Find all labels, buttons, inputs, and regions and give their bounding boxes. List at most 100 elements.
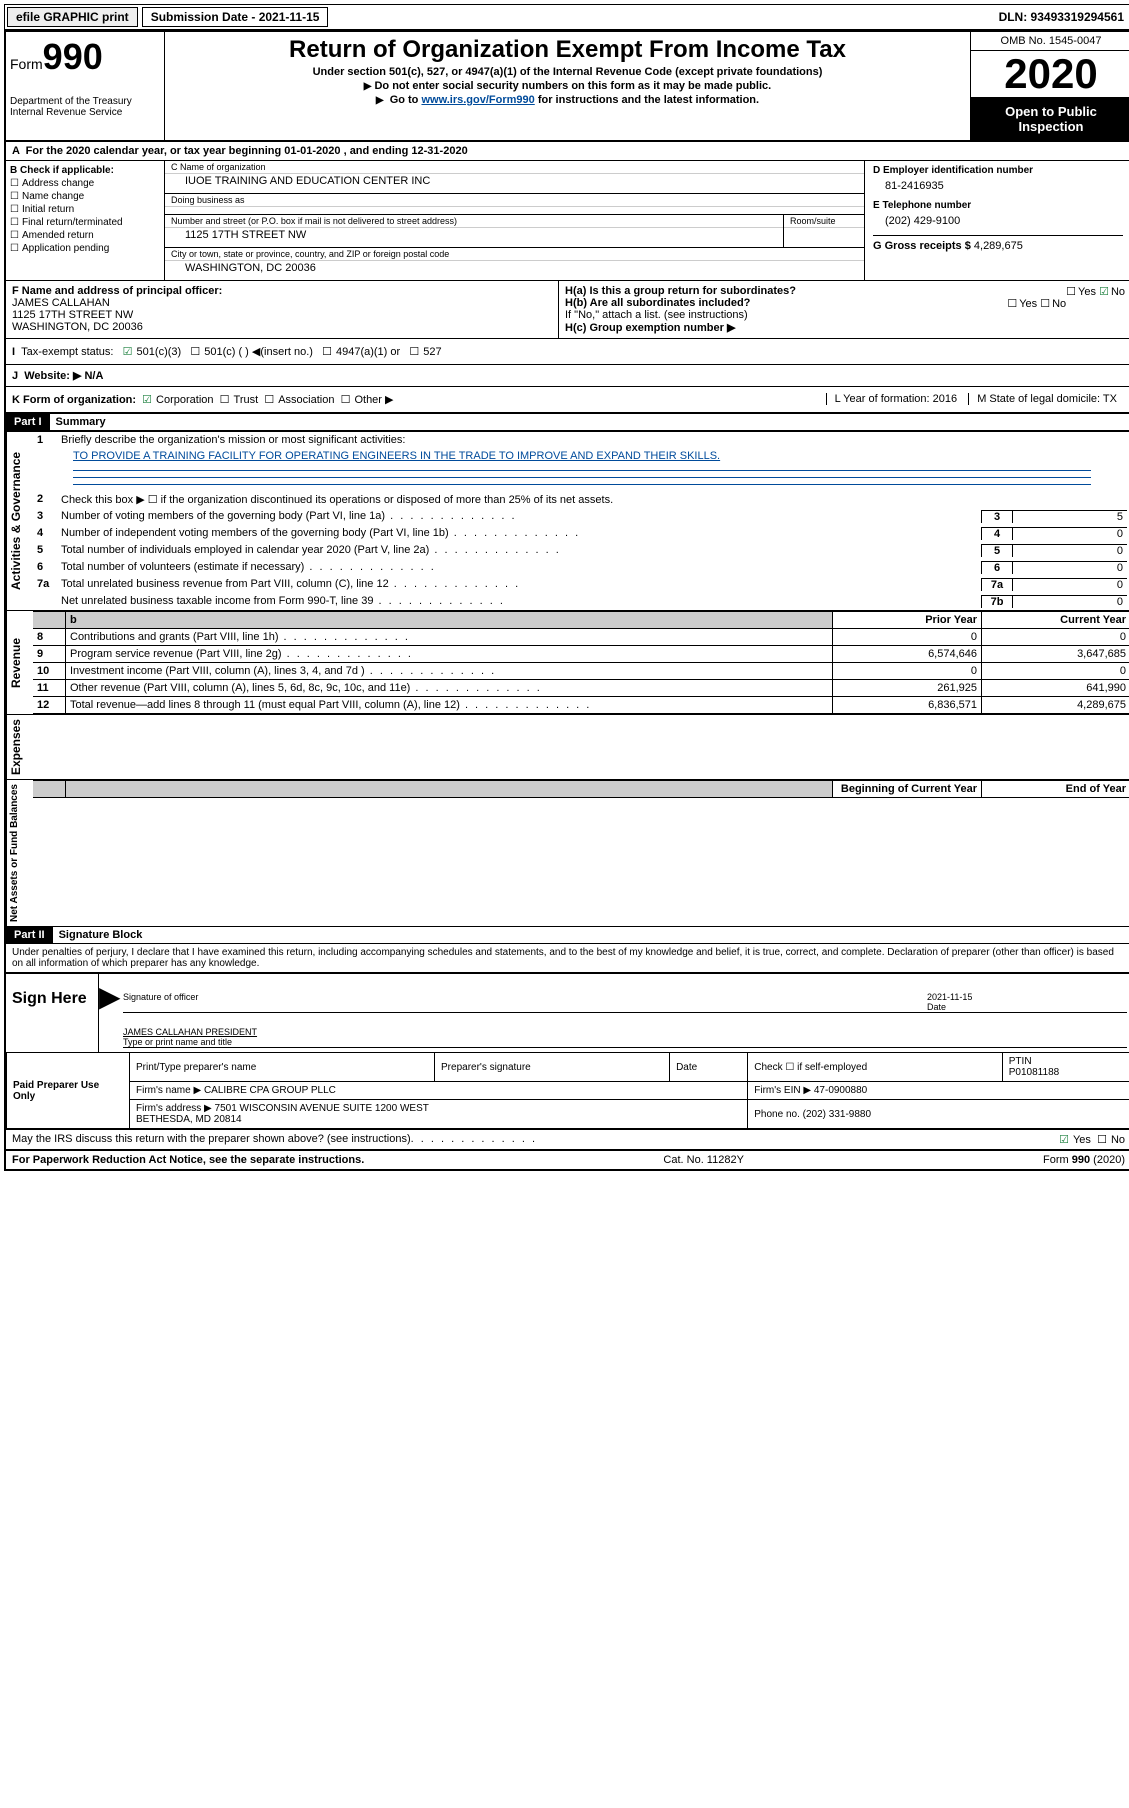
sig-date: 2021-11-15 xyxy=(927,992,972,1002)
check-initial-return[interactable]: Initial return xyxy=(10,204,160,215)
officer-addr2: WASHINGTON, DC 20036 xyxy=(12,321,143,333)
cy-9: 3,647,685 xyxy=(982,646,1129,663)
officer-addr1: 1125 17TH STREET NW xyxy=(12,309,133,321)
omb-number: OMB No. 1545-0047 xyxy=(971,32,1129,51)
py-10: 0 xyxy=(833,663,982,680)
val-7a: 0 xyxy=(1012,578,1127,591)
val-3: 5 xyxy=(1012,510,1127,523)
firm-name: CALIBRE CPA GROUP PLLC xyxy=(204,1085,336,1096)
check-amended[interactable]: Amended return xyxy=(10,230,160,241)
col-prior-year: Prior Year xyxy=(833,612,982,629)
check-name-change[interactable]: Name change xyxy=(10,191,160,202)
year-formation: L Year of formation: 2016 xyxy=(826,393,966,405)
line-3: Number of voting members of the governin… xyxy=(61,510,981,522)
check-501c[interactable]: 501(c) ( ) ◀(insert no.) xyxy=(190,346,313,358)
py-11: 261,925 xyxy=(833,680,982,697)
check-501c3[interactable]: 501(c)(3) xyxy=(123,346,182,358)
val-7b: 0 xyxy=(1012,595,1127,608)
check-association[interactable]: Association xyxy=(264,394,334,406)
label-address: Number and street (or P.O. box if mail i… xyxy=(165,215,783,228)
subtitle-3: Go to www.irs.gov/Form990 for instructio… xyxy=(169,94,966,106)
org-name: IUOE TRAINING AND EDUCATION CENTER INC xyxy=(165,174,864,193)
line-9: Program service revenue (Part VIII, line… xyxy=(66,646,833,663)
cy-12: 4,289,675 xyxy=(982,697,1129,714)
officer-name: JAMES CALLAHAN xyxy=(12,297,110,309)
vtab-governance: Activities & Governance xyxy=(6,432,33,610)
form-title: Return of Organization Exempt From Incom… xyxy=(169,36,966,64)
sign-here-label: Sign Here xyxy=(6,974,99,1052)
firm-phone: (202) 331-9880 xyxy=(803,1109,871,1120)
discuss-yes[interactable]: Yes xyxy=(1059,1134,1091,1146)
py-8: 0 xyxy=(833,629,982,646)
dept-treasury: Department of the Treasury Internal Reve… xyxy=(10,96,160,118)
form-number: Form990 xyxy=(10,36,160,78)
form-990: Form990 Department of the Treasury Inter… xyxy=(4,30,1129,1171)
vtab-expenses: Expenses xyxy=(6,715,33,779)
mission-statement: TO PROVIDE A TRAINING FACILITY FOR OPERA… xyxy=(33,448,1129,464)
label-room: Room/suite xyxy=(784,215,864,228)
check-trust[interactable]: Trust xyxy=(220,394,259,406)
telephone: (202) 429-9100 xyxy=(873,211,1123,235)
check-address-change[interactable]: Address change xyxy=(10,178,160,189)
state-domicile: M State of legal domicile: TX xyxy=(968,393,1125,405)
cy-8: 0 xyxy=(982,629,1129,646)
label-officer: F Name and address of principal officer: xyxy=(12,285,222,297)
line-7a: Total unrelated business revenue from Pa… xyxy=(61,578,981,590)
check-final-return[interactable]: Final return/terminated xyxy=(10,217,160,228)
form-footer: Form 990 (2020) xyxy=(1043,1154,1125,1166)
penalty-statement: Under penalties of perjury, I declare th… xyxy=(6,944,1129,972)
subtitle-2: Do not enter social security numbers on … xyxy=(169,80,966,92)
line-5: Total number of individuals employed in … xyxy=(61,544,981,556)
ptin: P01081188 xyxy=(1009,1067,1059,1078)
line-8: Contributions and grants (Part VIII, lin… xyxy=(66,629,833,646)
part-1-title: Summary xyxy=(50,414,112,430)
h-c: H(c) Group exemption number ▶ xyxy=(565,321,1125,334)
val-6: 0 xyxy=(1012,561,1127,574)
line-1: Briefly describe the organization's miss… xyxy=(61,434,1127,446)
part-1-header: Part I xyxy=(6,414,50,430)
label-telephone: E Telephone number xyxy=(873,200,1123,211)
part-2-title: Signature Block xyxy=(53,927,149,943)
py-12: 6,836,571 xyxy=(833,697,982,714)
prep-self-employed[interactable]: Check ☐ if self-employed xyxy=(748,1053,1003,1082)
row-j-website: J Website: ▶ N/A xyxy=(6,365,1129,387)
label-dba: Doing business as xyxy=(165,193,864,207)
line-11: Other revenue (Part VIII, column (A), li… xyxy=(66,680,833,697)
vtab-revenue: Revenue xyxy=(6,611,33,714)
val-4: 0 xyxy=(1012,527,1127,540)
arrow-icon xyxy=(99,974,119,1052)
irs-link[interactable]: www.irs.gov/Form990 xyxy=(421,94,534,106)
check-4947[interactable]: 4947(a)(1) or xyxy=(322,346,400,358)
check-app-pending[interactable]: Application pending xyxy=(10,243,160,254)
ein: 81-2416935 xyxy=(873,176,1123,200)
cy-10: 0 xyxy=(982,663,1129,680)
line-4: Number of independent voting members of … xyxy=(61,527,981,539)
top-toolbar: efile GRAPHIC print Submission Date - 20… xyxy=(4,4,1129,30)
check-527[interactable]: 527 xyxy=(409,346,441,358)
discuss-no[interactable]: No xyxy=(1097,1134,1125,1146)
line-6: Total number of volunteers (estimate if … xyxy=(61,561,981,573)
row-a-tax-year: A For the 2020 calendar year, or tax yea… xyxy=(6,142,1129,161)
box-b-checkboxes: B Check if applicable: Address change Na… xyxy=(6,161,165,280)
line-12: Total revenue—add lines 8 through 11 (mu… xyxy=(66,697,833,714)
label-org-name: C Name of organization xyxy=(165,161,864,174)
sig-officer-label: Signature of officer xyxy=(123,992,927,1012)
city-state-zip: WASHINGTON, DC 20036 xyxy=(165,261,864,280)
row-k-org-form: K Form of organization: Corporation Trus… xyxy=(6,387,1129,414)
check-other[interactable]: Other ▶ xyxy=(341,394,394,406)
tax-year: 2020 xyxy=(971,51,1129,98)
vtab-net-assets: Net Assets or Fund Balances xyxy=(6,780,33,926)
prep-date-label: Date xyxy=(670,1053,748,1082)
tax-exempt-status: I Tax-exempt status: 501(c)(3) 501(c) ( … xyxy=(6,339,1129,365)
line-10: Investment income (Part VIII, column (A)… xyxy=(66,663,833,680)
dln: DLN: 93493319294561 xyxy=(999,10,1129,24)
cat-no: Cat. No. 11282Y xyxy=(663,1154,744,1166)
py-9: 6,574,646 xyxy=(833,646,982,663)
label-gross: G Gross receipts $ xyxy=(873,240,971,252)
col-end-year: End of Year xyxy=(982,781,1129,798)
col-begin-year: Beginning of Current Year xyxy=(833,781,982,798)
check-corporation[interactable]: Corporation xyxy=(142,394,213,406)
street-address: 1125 17TH STREET NW xyxy=(165,228,783,247)
gross-receipts: 4,289,675 xyxy=(974,240,1023,252)
efile-print-button[interactable]: efile GRAPHIC print xyxy=(7,7,138,27)
